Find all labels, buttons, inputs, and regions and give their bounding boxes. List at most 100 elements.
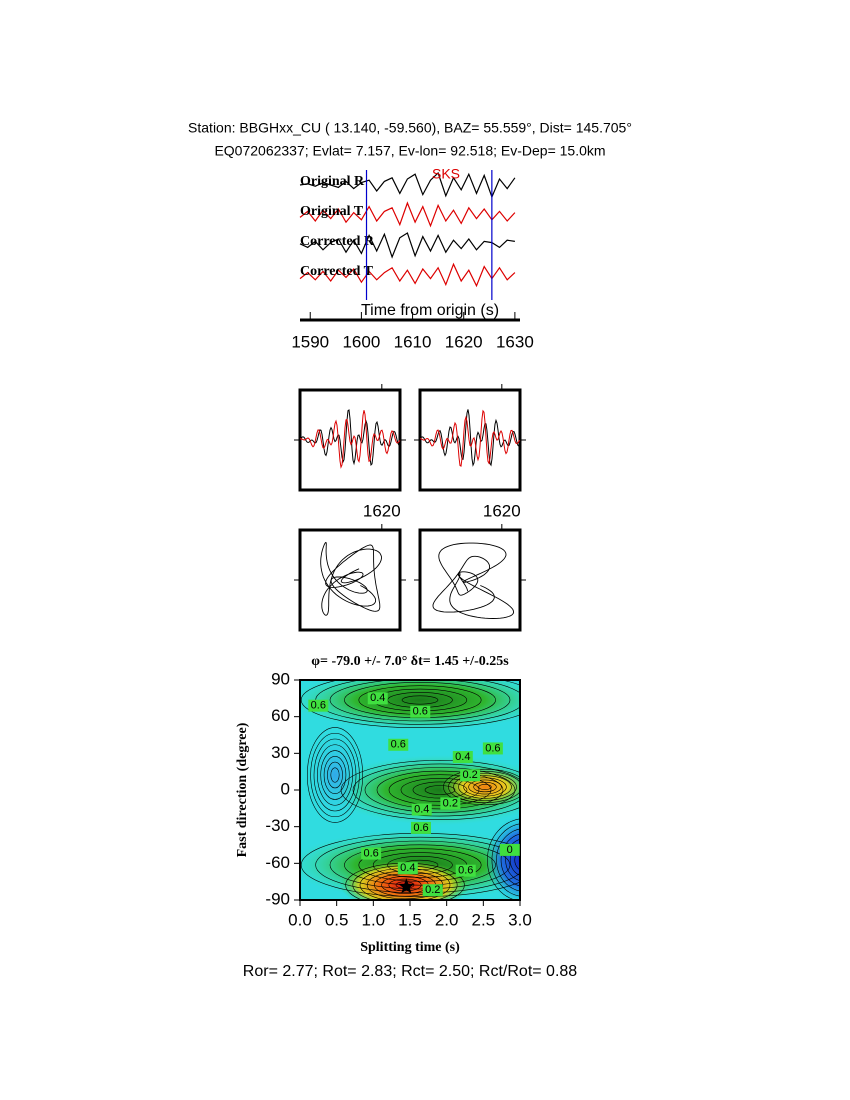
isoline — [487, 818, 520, 900]
isoline — [401, 695, 439, 705]
isoline — [315, 836, 520, 894]
isoline — [320, 750, 350, 800]
isoline — [448, 771, 520, 803]
isoline — [323, 755, 347, 795]
isoline — [300, 680, 520, 729]
header-line: Station: BBGHxx_CU ( 13.140, -59.560), B… — [188, 120, 632, 136]
contour-label: 0.6 — [485, 742, 500, 754]
contour-label-box — [367, 692, 388, 705]
particle-motion — [432, 542, 515, 619]
trace — [299, 171, 516, 199]
window-trace — [299, 409, 401, 466]
isoline — [358, 848, 482, 882]
y-axis-label: Fast direction (degree) — [235, 722, 250, 857]
phase-label: SKS — [432, 166, 460, 182]
contour-label: 0.6 — [363, 847, 378, 859]
isoline — [387, 856, 453, 874]
window-trace — [419, 409, 521, 467]
footer: Ror= 2.77; Rot= 2.83; Rct= 2.50; Rct/Rot… — [243, 963, 578, 980]
contour-label-box — [397, 862, 418, 875]
isoline — [344, 844, 496, 886]
isoline — [453, 773, 517, 801]
isoline — [443, 768, 520, 806]
contour-label: 0.4 — [455, 751, 470, 763]
isoline — [317, 744, 353, 806]
contour-label: 0.6 — [413, 706, 428, 718]
isoline — [329, 680, 511, 722]
contour-label: 0.4 — [400, 862, 415, 874]
isoline — [306, 727, 364, 823]
trace-name: Corrected T — [300, 264, 374, 279]
isoline — [340, 760, 520, 820]
x-tick-label: 1630 — [496, 332, 534, 351]
contour-label: 0.4 — [370, 692, 385, 704]
particle-frame — [418, 528, 522, 632]
isoline — [505, 838, 520, 882]
isoline — [327, 761, 343, 789]
contour-label: 0.6 — [458, 865, 473, 877]
x-tick-label: 1.5 — [398, 910, 422, 929]
x-tick-label: 0.0 — [288, 910, 312, 929]
isoline — [400, 777, 480, 802]
isoline — [478, 783, 492, 790]
y-tick-label: 90 — [271, 669, 290, 688]
x-tick-label: 1620 — [483, 501, 521, 520]
x-tick-label: 2.0 — [435, 910, 459, 929]
x-tick-label: 1610 — [394, 332, 432, 351]
isoline — [514, 849, 520, 871]
y-tick-label: 30 — [271, 743, 290, 762]
contour-label-box — [388, 738, 409, 751]
isoline — [463, 777, 507, 797]
contour-title: φ= -79.0 +/- 7.0° δt= 1.45 +/-0.25s — [311, 654, 509, 669]
trace — [299, 262, 516, 288]
contour-label-box — [455, 864, 476, 877]
y-tick-label: 0 — [281, 779, 290, 798]
y-tick-label: 60 — [271, 706, 290, 725]
x-tick-label: 2.5 — [472, 910, 496, 929]
isoline — [329, 840, 511, 890]
window-trace — [299, 410, 401, 469]
isoline — [352, 763, 520, 817]
isoline — [491, 823, 520, 897]
x-tick-label: 1600 — [342, 332, 380, 351]
contour-label-box — [410, 705, 431, 718]
isoline — [468, 779, 502, 795]
contour-label: 0.6 — [391, 739, 406, 751]
y-tick-label: -30 — [265, 816, 290, 835]
trace — [299, 232, 515, 259]
contour-label: 0.2 — [443, 797, 458, 809]
particle-frame — [298, 528, 402, 632]
trace-name: Corrected R — [300, 234, 375, 249]
x-tick-label: 1620 — [363, 501, 401, 520]
x-tick-label: 3.0 — [508, 910, 532, 929]
contour-label-box — [460, 769, 481, 782]
contour-label: 0.2 — [425, 884, 440, 896]
contour-label-box — [499, 843, 520, 856]
contour-label-box — [308, 699, 329, 712]
isoline — [500, 833, 520, 887]
contour-label-box — [411, 821, 431, 834]
isoline — [330, 767, 340, 783]
trace-name: Original R — [300, 174, 365, 189]
contour-label: 0.4 — [414, 803, 429, 815]
contour-label: 0 — [507, 844, 513, 856]
isoline — [364, 767, 516, 813]
particle-motion — [320, 541, 382, 616]
x-tick-label: 1.0 — [362, 910, 386, 929]
isoline — [496, 828, 520, 892]
isoline — [473, 781, 497, 793]
isoline — [310, 732, 360, 818]
y-tick-label: -90 — [265, 889, 290, 908]
contour-label: 0.6 — [413, 822, 428, 834]
isoline — [458, 775, 512, 799]
y-tick-label: -60 — [265, 853, 290, 872]
contour-label-box — [482, 742, 503, 755]
isoline — [412, 781, 468, 799]
isoline — [376, 770, 504, 810]
contour-label-box — [361, 847, 382, 860]
x-tick-label: 1620 — [445, 332, 483, 351]
x-axis-label: Time from origin (s) — [361, 302, 499, 319]
isoline — [313, 738, 357, 812]
contour-label: 0.6 — [311, 700, 326, 712]
